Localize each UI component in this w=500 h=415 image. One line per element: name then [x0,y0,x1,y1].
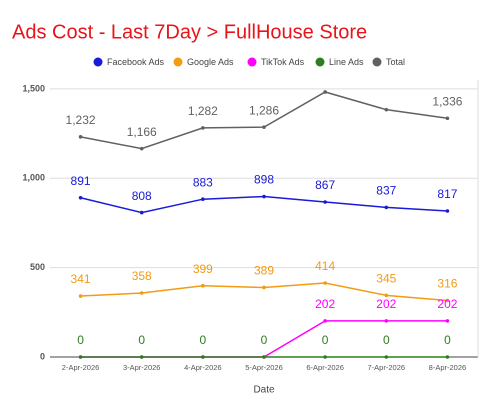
x-tick-label: 2-Apr-2026 [62,363,100,372]
data-label: 867 [315,178,335,192]
y-tick-label: 500 [30,262,45,272]
data-point [384,107,389,112]
data-point [384,293,389,298]
data-point [384,205,389,210]
data-label: 202 [315,297,335,311]
data-point [139,291,144,295]
data-label: 399 [193,262,213,276]
data-label: 1,282 [188,104,218,118]
data-label: 316 [437,277,457,291]
legend-marker [372,57,382,67]
data-point [201,283,205,288]
data-point [323,200,327,204]
data-point [201,355,205,359]
legend-marker [315,57,325,67]
data-point [201,126,205,130]
data-point [445,319,450,323]
data-point [78,355,83,359]
data-point [323,281,327,285]
data-point [445,355,450,359]
data-label: 1,336 [432,94,462,108]
data-point [445,298,450,303]
data-label: 202 [437,297,457,311]
data-label: 891 [71,174,91,188]
chart-title: Ads Cost - Last 7Day > FullHouse Store [12,21,367,43]
data-point [262,194,266,199]
data-label: 414 [315,259,335,273]
legend-marker [173,57,183,67]
data-label: 883 [193,175,213,189]
x-axis-title: Date [253,385,275,396]
data-point [139,210,144,215]
x-tick-label: 4-Apr-2026 [184,363,222,372]
data-label: 0 [383,333,390,347]
data-point [384,319,389,323]
series-line [80,91,448,150]
data-point [201,197,205,201]
data-point [323,355,327,359]
data-point [78,294,83,298]
x-tick-label: 8-Apr-2026 [429,363,467,372]
legend-label: Google Ads [187,57,234,67]
data-label: 341 [71,272,91,286]
data-label: 1,232 [66,113,96,127]
x-tick-label: 6-Apr-2026 [306,363,344,372]
data-point [323,319,327,323]
data-label: 0 [138,333,145,347]
legend-label: Line Ads [329,57,364,67]
data-point [262,355,266,359]
data-point [78,135,83,139]
data-label: 389 [254,264,274,278]
x-tick-label: 7-Apr-2026 [368,363,406,372]
data-label: 1,166 [127,125,157,139]
legend-marker [93,57,103,67]
legend-label: Facebook Ads [107,57,165,67]
data-label: 358 [132,269,152,283]
data-point [384,355,389,359]
x-tick-label: 5-Apr-2026 [245,363,283,372]
data-label: 817 [437,187,457,201]
data-point [139,355,144,359]
data-label: 1,286 [249,103,279,117]
data-point [262,285,266,290]
legend-label: Total [386,57,405,67]
y-tick-label: 1,500 [22,83,45,93]
data-point [139,146,144,151]
y-tick-label: 1,000 [22,173,45,183]
data-label: 202 [376,297,396,311]
data-point [78,195,83,200]
data-label: 837 [376,184,396,198]
data-label: 0 [444,333,451,347]
legend-label: TikTok Ads [261,57,305,67]
data-point [262,125,266,129]
data-point [445,116,450,121]
data-label: 898 [254,173,274,187]
data-label: 345 [376,272,396,286]
data-label: 0 [261,333,268,347]
data-label: 808 [132,189,152,203]
x-tick-label: 3-Apr-2026 [123,363,161,372]
data-point [445,209,450,213]
y-tick-label: 0 [40,351,45,361]
data-label: 0 [322,333,329,347]
data-label: 0 [77,333,84,347]
legend-marker [247,57,257,67]
data-point [323,90,327,94]
data-label: 0 [200,333,207,347]
